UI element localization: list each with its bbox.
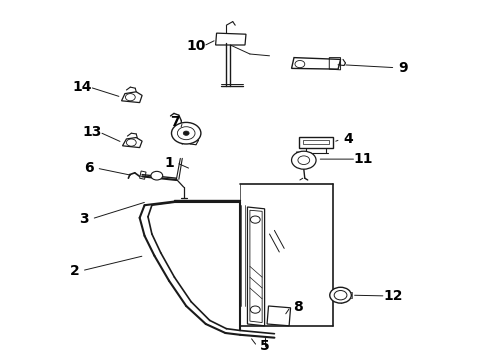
Text: 9: 9 (398, 61, 408, 75)
Text: 11: 11 (354, 152, 373, 166)
Text: 1: 1 (164, 156, 174, 170)
Text: 4: 4 (343, 132, 353, 146)
Circle shape (177, 127, 195, 140)
Circle shape (172, 122, 201, 144)
Circle shape (334, 291, 347, 300)
Circle shape (292, 151, 316, 169)
Text: 7: 7 (171, 115, 180, 129)
Text: 8: 8 (293, 300, 303, 314)
Text: 13: 13 (82, 125, 102, 139)
Text: 2: 2 (70, 264, 79, 278)
Circle shape (183, 131, 189, 135)
Text: 5: 5 (260, 339, 270, 353)
Text: 3: 3 (79, 212, 89, 226)
Circle shape (151, 171, 163, 180)
Circle shape (330, 287, 351, 303)
Text: 6: 6 (84, 161, 94, 175)
Text: 12: 12 (383, 289, 403, 303)
Text: 10: 10 (186, 39, 206, 53)
Text: 14: 14 (73, 80, 92, 94)
